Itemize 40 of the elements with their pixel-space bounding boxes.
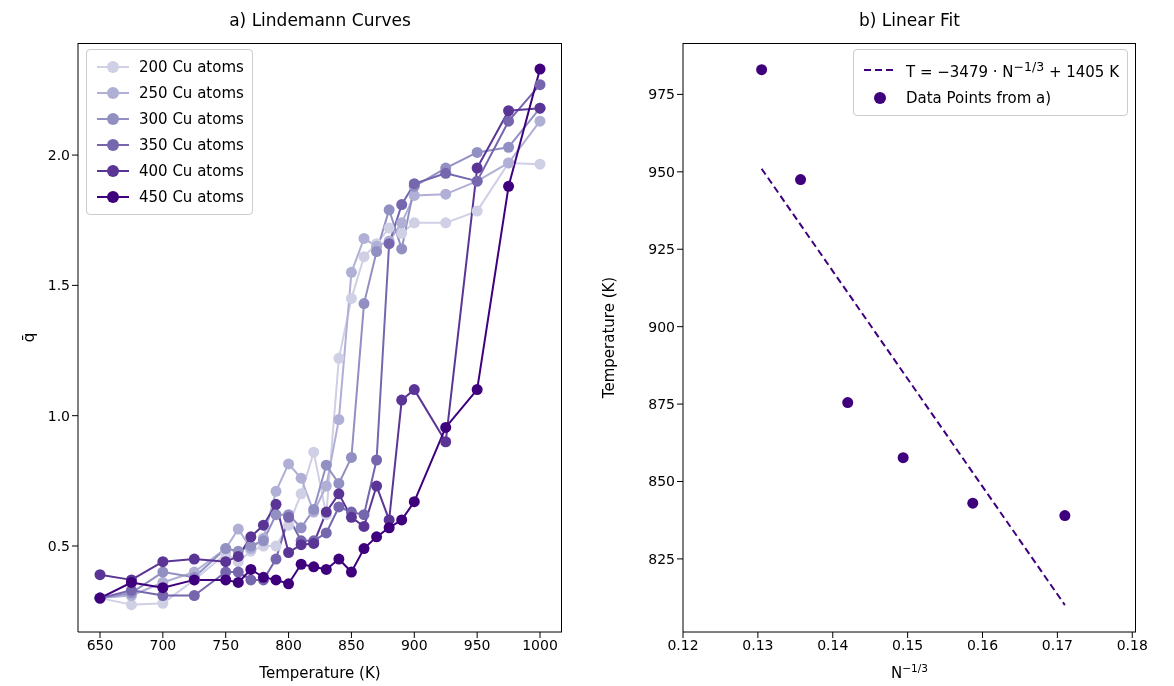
y-tick-label: 0.5 xyxy=(47,537,70,554)
chart-title: a) Lindemann Curves xyxy=(228,10,412,30)
x-tick-label: 650 xyxy=(86,636,114,653)
x-tick-label: 750 xyxy=(212,636,240,653)
y-tick-label: 850 xyxy=(648,473,675,490)
y-tick-label: 900 xyxy=(648,318,675,335)
legend-label: Data Points from a) xyxy=(905,88,1052,109)
x-tick-label: 0.18 xyxy=(1116,636,1148,653)
x-tick-label: 950 xyxy=(463,636,491,653)
x-tick-label: 800 xyxy=(275,636,302,653)
x-tick-label: 850 xyxy=(338,636,365,653)
x-tick-label: 700 xyxy=(149,636,177,653)
x-tick-label: 900 xyxy=(400,636,428,653)
x-tick-label: 0.16 xyxy=(966,636,999,653)
x-tick-label: 0.14 xyxy=(817,636,849,653)
legend-label: 400 Cu atoms xyxy=(139,161,244,182)
x-tick-label: 0.15 xyxy=(892,636,924,653)
x-axis-title: N$^{−1/3}$ xyxy=(891,662,928,682)
legend-label: 250 Cu atoms xyxy=(139,83,244,104)
y-tick-label: 2.0 xyxy=(47,147,70,164)
chart-title: b) Linear Fit xyxy=(858,10,961,30)
legend-label: 200 Cu atoms xyxy=(139,57,244,78)
legend-label: 450 Cu atoms xyxy=(139,187,244,208)
y-axis-title: q̄ xyxy=(20,332,38,343)
legend-label: 350 Cu atoms xyxy=(139,135,244,156)
x-tick-label: 1000 xyxy=(522,636,558,653)
y-tick-label: 1.5 xyxy=(47,277,70,294)
y-tick-label: 925 xyxy=(648,241,675,258)
y-tick-label: 875 xyxy=(648,396,675,413)
y-axis-title: Temperature (K) xyxy=(600,276,618,400)
x-tick-label: 0.17 xyxy=(1041,636,1073,653)
x-tick-label: 0.12 xyxy=(667,636,699,653)
y-tick-label: 950 xyxy=(648,163,675,180)
x-tick-label: 0.13 xyxy=(742,636,774,653)
x-axis-title: Temperature (K) xyxy=(258,664,381,682)
legend-label: T = −3479 · N$^{−1/3}$ + 1405 K xyxy=(905,58,1119,83)
y-tick-label: 825 xyxy=(648,550,675,567)
y-tick-label: 975 xyxy=(648,86,675,103)
y-tick-label: 1.0 xyxy=(47,407,70,424)
legend-label: 300 Cu atoms xyxy=(139,109,244,130)
